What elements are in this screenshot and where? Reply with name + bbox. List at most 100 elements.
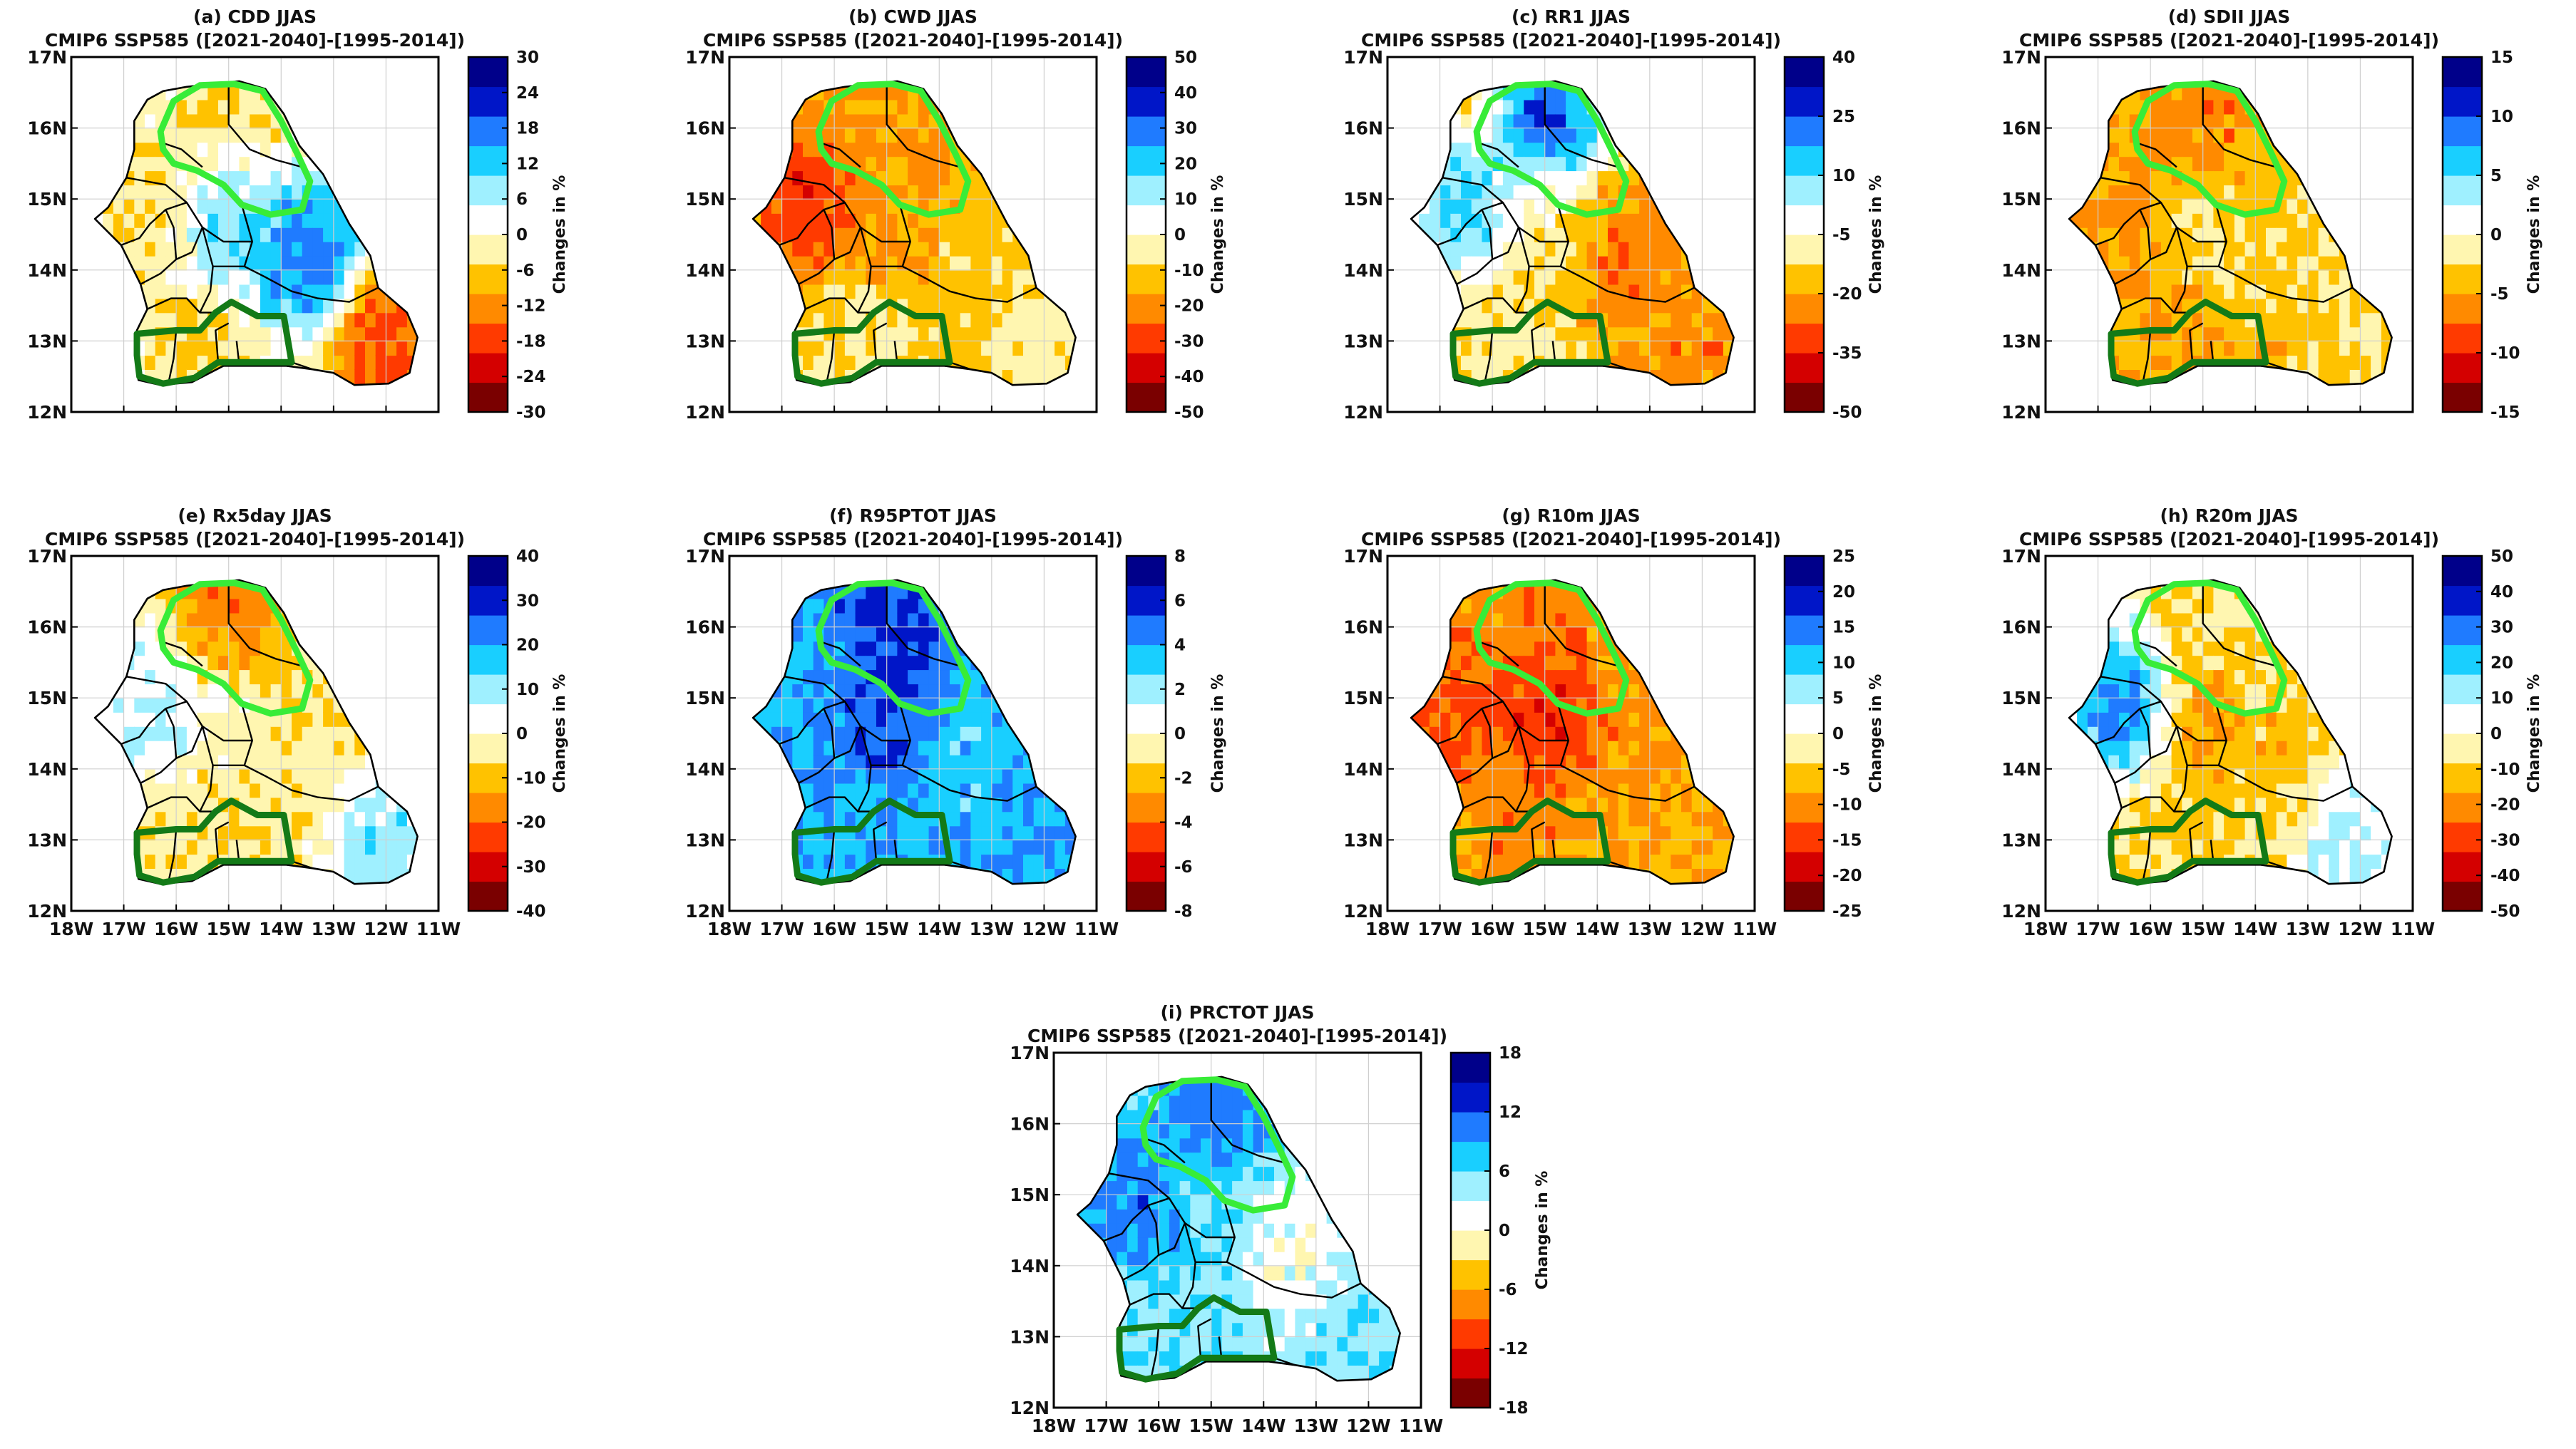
colorbar-tick-label: 50 <box>1174 48 1197 67</box>
south-zone-outline <box>2108 798 2269 886</box>
colorbar-tick-label: -40 <box>1174 368 1204 386</box>
y-tick-label: 15N <box>1343 688 1383 708</box>
panel-title: (g) R10m JJAS <box>1502 505 1640 526</box>
panel-g: (g) R10m JJAS CMIP6 SSP585 ([2021-2040]-[… <box>1343 505 1885 939</box>
gridlines <box>1387 556 1755 911</box>
y-tick-label: 15N <box>1010 1185 1050 1205</box>
south-zone-outline <box>133 798 295 886</box>
colorbar-tick-label: -6 <box>516 262 535 280</box>
colorbar-tick-label: -20 <box>1832 285 1862 304</box>
admin-boundaries <box>751 80 1077 386</box>
x-tick-label: 17W <box>759 919 804 939</box>
y-tick-label: 13N <box>1343 331 1383 351</box>
colorbar-label: Changes in % <box>551 175 569 294</box>
colorbar-tick-label: -20 <box>516 814 546 832</box>
panel-subtitle: CMIP6 SSP585 ([2021-2040]-[1995-2014]) <box>45 30 465 51</box>
y-tick-label: 14N <box>685 759 725 780</box>
colorbar-tick-label: 40 <box>1174 84 1197 103</box>
x-tick-label: 11W <box>416 919 461 939</box>
colorbar-tick-label: -6 <box>1499 1281 1517 1299</box>
admin-boundaries <box>93 80 419 386</box>
y-tick-label: 13N <box>2001 830 2041 850</box>
y-tick-label: 13N <box>27 331 67 351</box>
colorbar-tick-label: 18 <box>1499 1044 1522 1063</box>
x-tick-label: 13W <box>970 919 1014 939</box>
colorbar-tick-label: 10 <box>2490 689 2513 708</box>
colorbar-tick-label: -30 <box>516 858 546 877</box>
colorbar-tick-label: -50 <box>1832 403 1862 422</box>
colorbar-tick-label: -5 <box>1832 760 1851 779</box>
colorbar-tick-label: -10 <box>1832 796 1862 815</box>
colorbar-tick-label: 12 <box>516 155 539 173</box>
y-tick-label: 16N <box>2001 617 2041 638</box>
colorbar-tick-label: -12 <box>1499 1340 1529 1358</box>
colorbar-tick-label: 30 <box>2490 619 2513 637</box>
panel-subtitle: CMIP6 SSP585 ([2021-2040]-[1995-2014]) <box>1361 30 1781 51</box>
x-tick-label: 14W <box>1241 1416 1286 1436</box>
colorbar-tick-label: -30 <box>1174 332 1204 351</box>
colorbar-tick-label: -8 <box>1174 902 1193 921</box>
y-tick-label: 16N <box>1343 617 1383 638</box>
colorbar-tick-label: -4 <box>1174 814 1193 832</box>
colorbar-tick-label: -24 <box>516 368 546 386</box>
colorbar-tick-label: 0 <box>1174 725 1186 743</box>
colorbar-tick-label: -40 <box>2490 867 2520 885</box>
x-tick-label: 13W <box>2286 919 2330 939</box>
colorbar-tick-label: -15 <box>2490 403 2520 422</box>
admin-boundaries <box>93 579 419 885</box>
x-tick-label: 18W <box>1032 1416 1076 1436</box>
map-frame <box>1386 56 1756 413</box>
colorbar-tick-label: 20 <box>1174 155 1197 173</box>
colorbar-tick-label: -20 <box>1174 297 1204 316</box>
panel-i: (i) PRCTOT JJAS CMIP6 SSP585 ([2021-2040]… <box>1010 1002 1551 1436</box>
x-tick-label: 14W <box>1575 919 1619 939</box>
colorbar-tick-label: 20 <box>2490 654 2513 672</box>
colorbar-tick-label: 24 <box>516 84 539 103</box>
map-frame <box>1386 555 1756 912</box>
south-zone-outline <box>1449 798 1611 886</box>
colorbar-tick-label: 30 <box>1174 120 1197 138</box>
colorbar-tick-label: 30 <box>516 48 539 67</box>
y-tick-label: 12N <box>685 901 725 922</box>
x-tick-label: 11W <box>1733 919 1777 939</box>
colorbar-tick-label: -25 <box>1832 902 1862 921</box>
y-tick-label: 17N <box>2001 546 2041 567</box>
panel-title: (c) RR1 JJAS <box>1512 6 1631 27</box>
x-tick-label: 12W <box>2338 919 2382 939</box>
x-tick-label: 18W <box>2023 919 2068 939</box>
admin-boundaries <box>2068 579 2393 885</box>
panel-subtitle: CMIP6 SSP585 ([2021-2040]-[1995-2014]) <box>2019 30 2439 51</box>
y-tick-label: 12N <box>27 901 67 922</box>
y-tick-label: 17N <box>1343 546 1383 567</box>
north-zone-outline <box>1139 1076 1296 1214</box>
gridlines <box>71 57 438 412</box>
admin-boundaries <box>2068 80 2393 386</box>
map-frame <box>70 56 440 413</box>
colorbar-tick-label: 25 <box>1832 547 1855 566</box>
colorbar-tick-label: 12 <box>1499 1103 1522 1122</box>
colorbar-tick-label: 25 <box>1832 108 1855 126</box>
panel-subtitle: CMIP6 SSP585 ([2021-2040]-[1995-2014]) <box>2019 529 2439 550</box>
colorbar-label: Changes in % <box>1209 175 1227 294</box>
gridlines <box>1387 57 1755 412</box>
y-tick-label: 13N <box>1010 1326 1050 1347</box>
x-tick-label: 14W <box>259 919 303 939</box>
y-tick-label: 17N <box>1343 47 1383 68</box>
panel-title: (e) Rx5day JJAS <box>178 505 332 526</box>
colorbar-tick-label: 20 <box>516 636 539 655</box>
panel-title: (i) PRCTOT JJAS <box>1160 1002 1314 1023</box>
colorbar: 25 20 15 10 5 0 -5 -10 -15 -20 -25 Changes in % <box>1783 547 1885 921</box>
x-tick-label: 11W <box>2391 919 2435 939</box>
panel-title: (f) R95PTOT JJAS <box>829 505 997 526</box>
y-tick-label: 14N <box>2001 759 2041 780</box>
colorbar-tick-label: -20 <box>2490 796 2520 815</box>
colorbar-tick-label: -12 <box>516 297 546 316</box>
x-tick-label: 16W <box>812 919 856 939</box>
y-tick-label: 12N <box>1343 402 1383 423</box>
south-zone-outline <box>791 798 953 886</box>
x-tick-label: 11W <box>1074 919 1119 939</box>
y-tick-label: 15N <box>27 688 67 708</box>
colorbar-tick-label: -50 <box>2490 902 2520 921</box>
map-frame <box>70 555 440 912</box>
colorbar-tick-label: 6 <box>1499 1162 1510 1181</box>
